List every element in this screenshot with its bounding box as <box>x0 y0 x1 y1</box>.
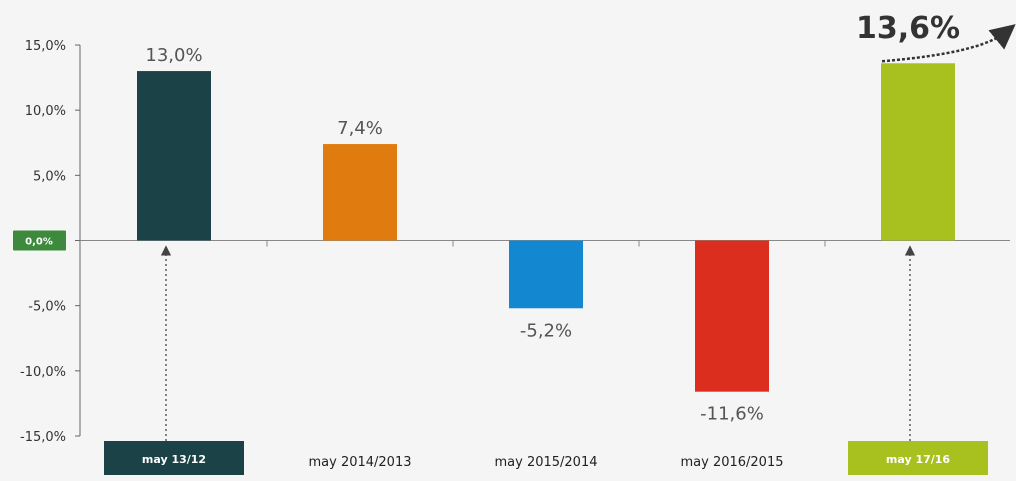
trend-arrow <box>881 24 1016 63</box>
bar <box>695 240 769 392</box>
y-tick-label: -5,0% <box>28 300 66 315</box>
y-tick-label: -10,0% <box>20 365 66 380</box>
y-tick-label: 0,0% <box>25 237 53 248</box>
data-label: 13,0% <box>145 45 202 66</box>
data-label: 7,4% <box>337 118 383 139</box>
y-tick-label: 15,0% <box>25 39 66 54</box>
category-label: may 2016/2015 <box>680 455 783 470</box>
highlighted-category-box <box>848 441 988 475</box>
zero-label-badge <box>13 230 66 251</box>
y-tick-label: 5,0% <box>33 169 66 184</box>
highlighted-category-box <box>104 441 244 475</box>
category-label: may 13/12 <box>142 453 206 466</box>
bar <box>881 63 955 241</box>
category-label: may 2014/2013 <box>308 455 411 470</box>
bar <box>323 144 397 241</box>
data-label: -11,6% <box>700 404 764 425</box>
data-label: -5,2% <box>520 320 572 341</box>
bar <box>509 240 583 309</box>
y-tick-label: -15,0% <box>20 430 66 445</box>
bar <box>137 71 211 241</box>
category-label: may 17/16 <box>886 453 951 466</box>
y-tick-label: 10,0% <box>25 104 66 119</box>
emphasized-value-label: 13,6% <box>856 11 960 46</box>
category-label: may 2015/2014 <box>494 455 597 470</box>
